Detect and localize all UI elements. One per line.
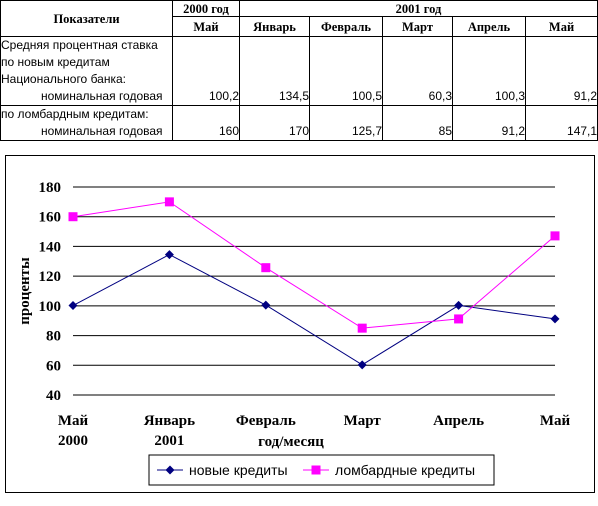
table-cell: 160	[172, 105, 240, 141]
month-header: Апрель	[452, 16, 526, 37]
series-new-credits	[68, 250, 560, 370]
row-label: по ломбардным кредитам: номинальная годо…	[0, 105, 173, 141]
year-header-2000: 2000 год	[172, 0, 240, 17]
x-tick-label: 2001	[154, 433, 184, 449]
table-cell: 91,2	[452, 105, 526, 141]
table-row-new-credits: Средняя процентная ставка по новым креди…	[0, 36, 598, 106]
table-cell: 125,7	[309, 105, 383, 141]
x-tick-label: Май	[58, 413, 89, 429]
legend-item: новые кредиты	[157, 462, 288, 478]
y-tick-label: 40	[46, 388, 61, 404]
square-marker	[261, 263, 271, 273]
square-marker	[357, 323, 367, 333]
table-cell: 100,2	[172, 36, 240, 106]
x-tick-label: 2000	[58, 433, 88, 449]
series-line	[72, 201, 556, 329]
legend: новые кредиты ломбардные кредиты	[148, 454, 495, 486]
year-header-2001: 2001 год	[238, 0, 598, 17]
diamond-marker	[261, 300, 271, 310]
x-tick-labels: Май 2000 Январь 2001 Февраль Март Апрель Май	[58, 413, 571, 449]
table-cell: 170	[239, 105, 310, 141]
diamond-marker	[164, 250, 174, 260]
legend-label: ломбардные кредиты	[335, 462, 475, 478]
diamond-marker	[357, 360, 367, 370]
diamond-marker	[68, 301, 78, 311]
y-tick-label: 140	[39, 239, 62, 255]
diamond-marker	[550, 314, 560, 324]
month-header: Февраль	[309, 16, 383, 37]
series-layer	[68, 197, 560, 370]
square-marker	[68, 212, 78, 222]
interest-rate-table: Показатели 2000 год 2001 год Май Январь …	[0, 0, 598, 141]
gridlines	[73, 186, 555, 366]
table-cell: 147,1	[524, 105, 598, 141]
table-cell: 100,5	[309, 36, 383, 106]
x-tick-label: Май	[540, 413, 571, 429]
table-row-lombard-credits: по ломбардным кредитам: номинальная годо…	[0, 105, 598, 141]
month-header: Январь	[239, 16, 310, 37]
indicator-header: Показатели	[0, 0, 173, 37]
x-tick-label: Февраль	[236, 413, 296, 429]
row-label-line: по новым кредитам	[1, 55, 110, 69]
row-sub-label: номинальная годовая	[41, 124, 163, 138]
table-cell: 91,2	[524, 36, 598, 106]
y-tick-label: 180	[39, 180, 62, 196]
x-tick-label: Март	[344, 413, 382, 429]
diamond-marker	[165, 465, 175, 475]
x-tick-label: Январь	[144, 413, 195, 429]
series-line	[72, 254, 556, 366]
table-cell: 60,3	[382, 36, 453, 106]
row-label-line: по ломбардным кредитам:	[1, 107, 149, 121]
square-marker	[454, 314, 464, 324]
series-lombard-credits	[68, 197, 560, 333]
row-sub-label: номинальная годовая	[41, 89, 163, 103]
square-marker	[311, 465, 321, 475]
x-tick-label: Апрель	[433, 413, 484, 429]
row-label-line: Средняя процентная ставка	[1, 38, 158, 52]
line-chart: 40 60 80 100 120 140 160 180 Май 2000 Январь 2001 Ф…	[5, 155, 595, 493]
y-tick-label: 160	[39, 210, 62, 226]
square-marker	[550, 231, 560, 241]
y-tick-label: 60	[46, 358, 61, 374]
chart-canvas: 40 60 80 100 120 140 160 180 Май 2000 Январь 2001 Ф…	[17, 180, 571, 486]
month-header: Май	[172, 16, 240, 37]
y-tick-label: 80	[46, 329, 61, 345]
diamond-marker	[454, 300, 464, 310]
y-tick-label: 120	[39, 269, 62, 285]
y-tick-label: 100	[39, 299, 62, 315]
row-label: Средняя процентная ставка по новым креди…	[0, 36, 173, 106]
legend-item: ломбардные кредиты	[303, 462, 475, 478]
table-cell: 100,3	[452, 36, 526, 106]
table-cell: 85	[382, 105, 453, 141]
month-header: Март	[382, 16, 453, 37]
y-tick-labels: 40 60 80 100 120 140 160 180	[39, 180, 62, 404]
legend-items: новые кредиты ломбардные кредиты	[157, 462, 475, 478]
square-marker	[164, 197, 174, 207]
table-cell: 134,5	[239, 36, 310, 106]
x-axis-label: год/месяц	[258, 434, 324, 450]
month-header: Май	[524, 16, 598, 37]
legend-label: новые кредиты	[189, 462, 288, 478]
y-axis-label: проценты	[17, 257, 33, 325]
row-label-line: Национального банка:	[1, 72, 126, 86]
